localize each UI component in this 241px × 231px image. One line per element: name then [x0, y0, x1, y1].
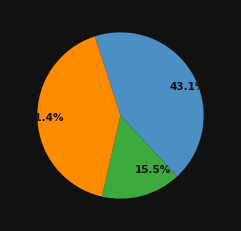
Text: 43.1%: 43.1% — [169, 82, 206, 92]
Wedge shape — [95, 32, 204, 176]
Wedge shape — [102, 116, 177, 199]
Text: 41.4%: 41.4% — [27, 113, 64, 123]
Text: 15.5%: 15.5% — [135, 165, 171, 175]
Wedge shape — [37, 36, 120, 197]
